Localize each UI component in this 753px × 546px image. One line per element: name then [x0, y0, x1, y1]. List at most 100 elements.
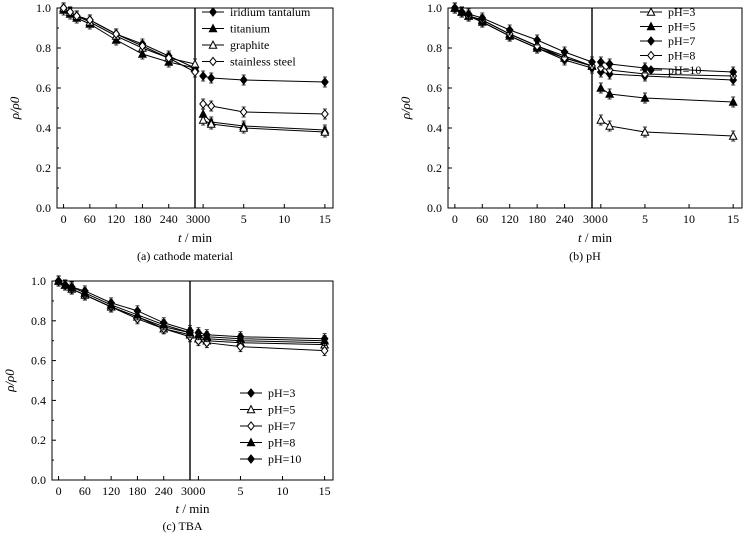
data-point: [533, 35, 542, 45]
data-point: [605, 121, 615, 130]
series-line: [600, 71, 734, 81]
data-point: [138, 41, 147, 51]
legend-label: graphite: [230, 38, 269, 52]
legend-entry: titanium: [202, 22, 271, 36]
legend-marker: [208, 23, 218, 33]
x-axis-variable: t: [176, 501, 180, 516]
data-point: [112, 29, 121, 39]
legend-marker: [208, 40, 218, 49]
data-point: [450, 3, 459, 13]
x-tick-label: 0: [602, 212, 608, 226]
x-tick-label: 15: [319, 212, 331, 226]
x-tick-label: 120: [102, 484, 120, 498]
legend-label: stainless steel: [230, 55, 296, 69]
data-point: [320, 127, 330, 136]
series-line: [198, 340, 325, 352]
legend-marker: [646, 7, 656, 16]
legend-marker: [209, 7, 217, 17]
chart-panel-1: 0.00.20.40.60.81.00 60 120 180 240 300 0 5 10 15t…: [7, 1, 334, 263]
legend-entry: pH=5: [640, 20, 695, 34]
legend-marker: [647, 50, 655, 61]
data-point: [199, 99, 208, 109]
y-tick-label: 1.0: [427, 1, 442, 15]
data-point: [194, 327, 203, 338]
x-tick-label: 300: [181, 484, 199, 498]
data-point: [61, 280, 70, 290]
x-axis-unit: / min: [182, 230, 213, 245]
x-tick-label: 0: [204, 212, 210, 226]
data-point: [728, 97, 738, 106]
legend-label: pH=3: [668, 5, 695, 19]
x-tick-label: 0: [199, 484, 205, 498]
series-line: [600, 61, 734, 73]
legend-entry: pH=7: [240, 419, 295, 433]
legend-entry: iridium tantalum: [202, 5, 311, 19]
legend-marker: [647, 65, 655, 75]
legend-label: pH=8: [668, 49, 695, 63]
y-tick-label: 0.4: [31, 393, 46, 407]
x-tick-label: 240: [155, 484, 173, 498]
y-tick-label: 1.0: [36, 1, 51, 15]
data-point: [85, 15, 94, 25]
legend-entry: pH=3: [640, 5, 695, 19]
data-point: [596, 115, 606, 124]
y-tick-label: 0.6: [31, 354, 46, 368]
series-line: [454, 7, 593, 67]
legend-entry: pH=10: [640, 63, 701, 77]
y-tick-label: 0.8: [427, 41, 442, 55]
x-tick-label: 120: [107, 212, 125, 226]
data-point: [728, 131, 738, 140]
legend-label: pH=7: [268, 419, 295, 433]
data-point: [67, 282, 76, 292]
y-axis-label: ρ/ρ0: [7, 96, 22, 120]
x-axis-label: t / min: [578, 230, 612, 245]
data-point: [137, 49, 147, 58]
x-tick-label: 0: [452, 212, 458, 226]
x-axis-unit: / min: [179, 501, 210, 516]
data-point: [588, 57, 596, 67]
series-line: [454, 7, 593, 67]
data-point: [596, 83, 606, 92]
data-point: [605, 59, 614, 69]
series-5: [450, 2, 738, 78]
x-tick-label: 60: [79, 484, 91, 498]
plot-frame: [51, 280, 334, 481]
legend-label: pH=8: [268, 436, 295, 450]
y-tick-label: 0.0: [427, 201, 442, 215]
panel-caption: (b) pH: [569, 249, 601, 263]
data-point: [207, 73, 216, 83]
legend-entry: pH=3: [240, 386, 295, 400]
series-4: [54, 275, 330, 347]
legend-entry: stainless steel: [202, 55, 296, 69]
data-point: [199, 71, 208, 81]
data-point: [80, 286, 89, 296]
series-line: [600, 119, 734, 137]
data-point: [202, 329, 211, 340]
series-line: [198, 338, 325, 346]
x-tick-label: 60: [84, 212, 96, 226]
legend-entry: pH=5: [240, 403, 295, 417]
data-point: [560, 53, 569, 63]
legend-entry: pH=7: [640, 34, 695, 48]
data-point: [191, 67, 199, 77]
data-point: [72, 11, 81, 21]
y-axis-label: ρ/ρ0: [2, 369, 17, 393]
data-point: [239, 75, 248, 85]
legend-label: pH=7: [668, 34, 695, 48]
y-tick-label: 0.0: [36, 201, 51, 215]
data-point: [186, 325, 194, 336]
data-point: [207, 101, 216, 111]
series-5: [54, 275, 329, 345]
data-point: [640, 63, 649, 73]
y-axis-label: ρ/ρ0: [398, 96, 413, 120]
x-tick-label: 15: [319, 484, 331, 498]
data-point: [236, 331, 245, 342]
series-line: [63, 7, 196, 73]
x-tick-label: 5: [241, 212, 247, 226]
chart-panel-3: 0.00.20.40.60.81.00 60 120 180 240 300 0 5 10 15t…: [2, 274, 334, 533]
x-axis-unit: / min: [582, 230, 613, 245]
data-point: [320, 333, 329, 344]
y-tick-label: 0.4: [36, 121, 51, 135]
legend-label: iridium tantalum: [230, 5, 311, 19]
